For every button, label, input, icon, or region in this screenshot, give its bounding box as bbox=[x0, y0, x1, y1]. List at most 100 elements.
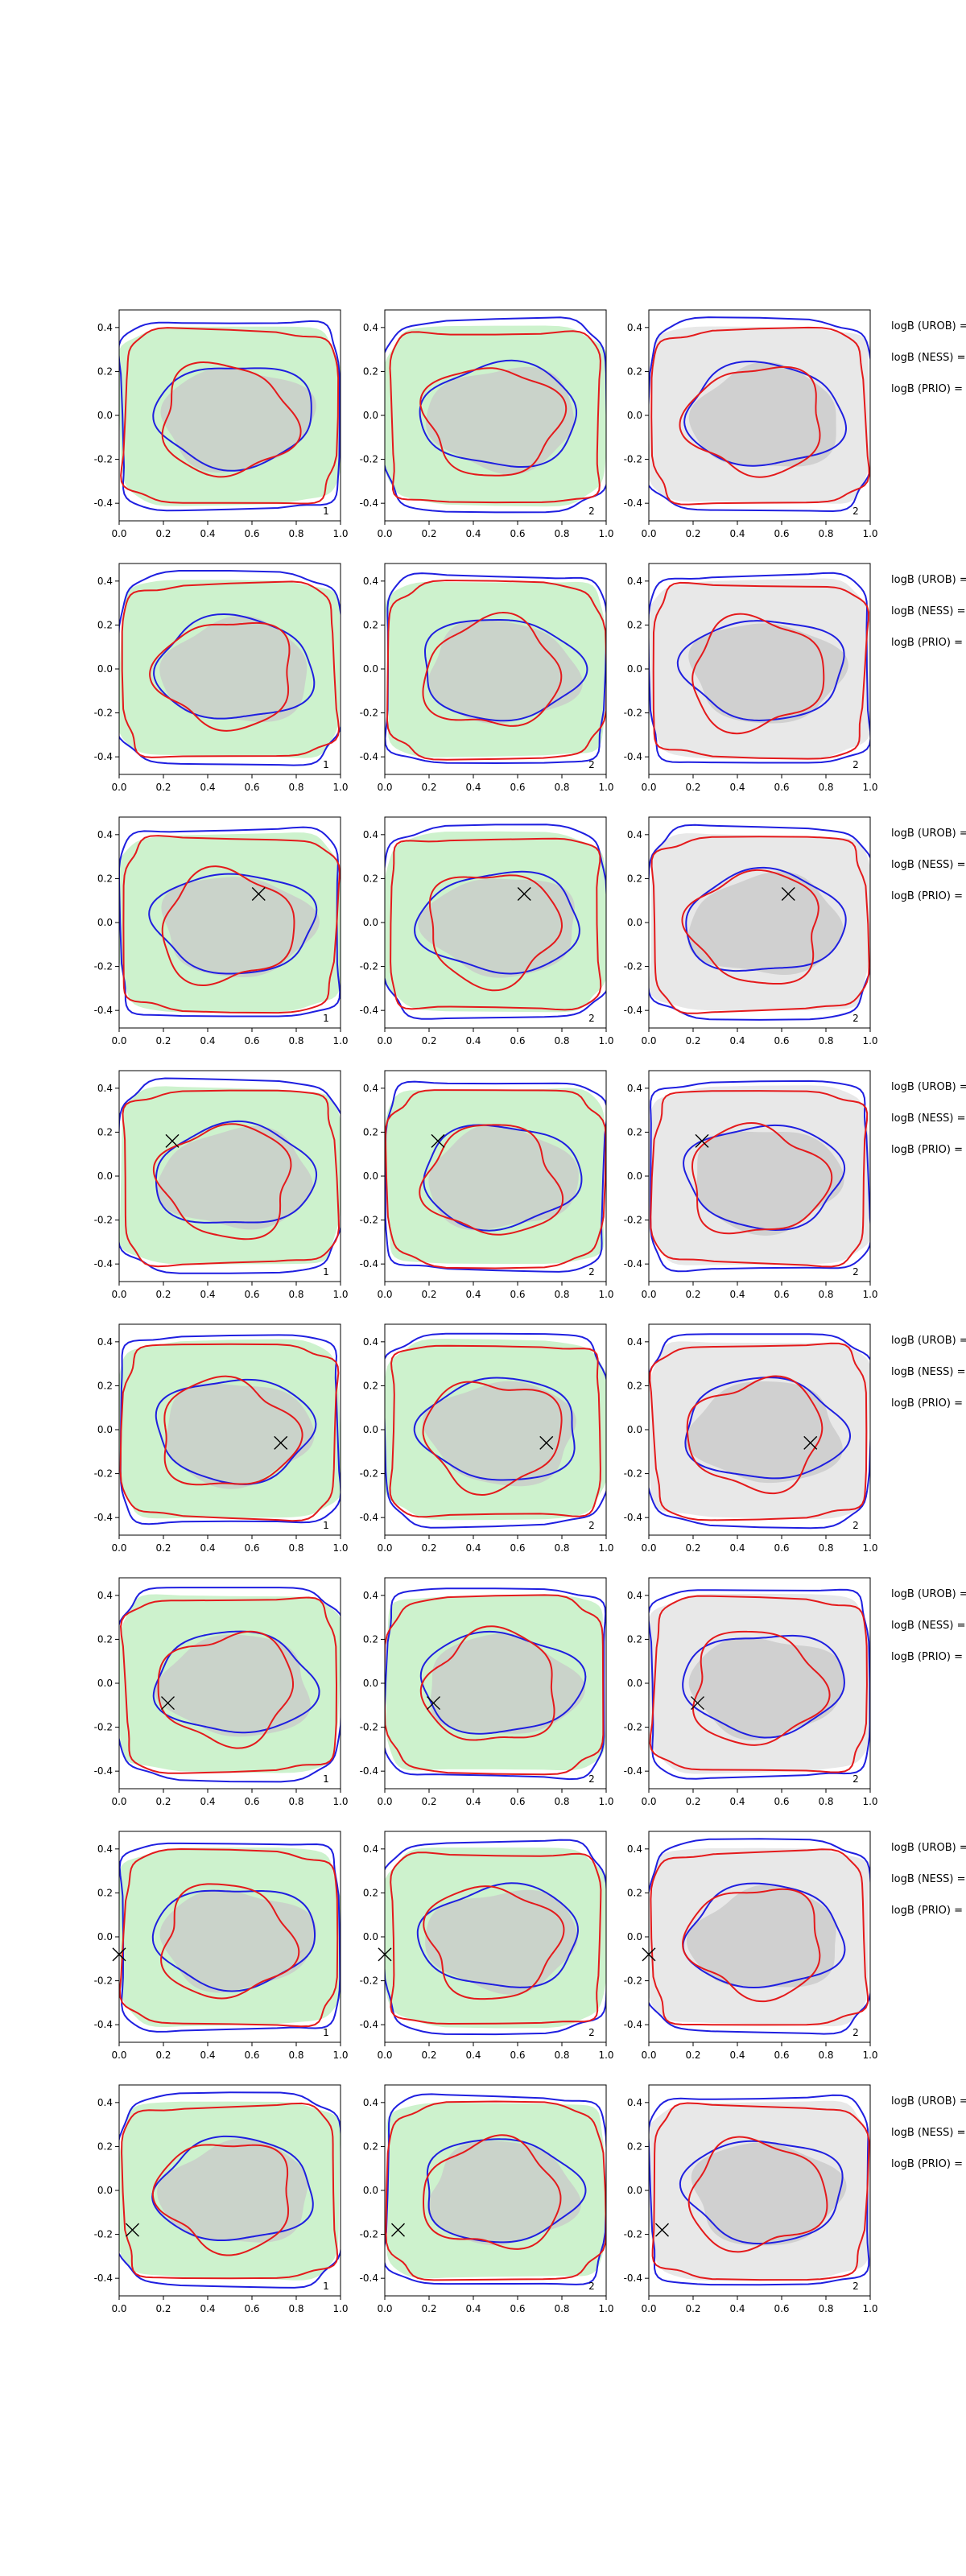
red-inner-contour bbox=[681, 869, 819, 985]
red-outer-contour bbox=[122, 1089, 341, 1268]
y-tick-label: 0.0 bbox=[363, 1678, 378, 1689]
panel-plot-area bbox=[119, 1842, 341, 2033]
panel-r6-c1: 0.0 0.2 0.4 0.6 0.8 1.0 0.4 0.2 0.0 -0.2 -0.4 1 bbox=[94, 1577, 349, 1807]
panel-index-label: 2 bbox=[588, 506, 595, 517]
blue-outer-contour bbox=[119, 826, 341, 1018]
blue-inner-contour bbox=[682, 1882, 846, 1989]
blue-outer-contour bbox=[119, 320, 341, 512]
x-tick-label: 0.0 bbox=[377, 528, 392, 539]
y-tick-label: -0.2 bbox=[624, 454, 642, 465]
y-tick-label: 0.0 bbox=[627, 1931, 642, 1942]
y-tick-label: 0.2 bbox=[363, 873, 378, 884]
blue-outer-contour bbox=[385, 1839, 606, 2036]
y-tick-label: 0.4 bbox=[627, 2097, 642, 2108]
panel-r3-c1: 0.0 0.2 0.4 0.6 0.8 1.0 0.4 0.2 0.0 -0.2 -0.4 1 bbox=[94, 816, 349, 1046]
red-inner-contour bbox=[691, 613, 825, 735]
blue-inner-contour bbox=[155, 1120, 318, 1224]
y-tick-label: 0.4 bbox=[363, 1590, 378, 1601]
red-inner-contour bbox=[163, 1375, 303, 1486]
x-tick-label: 0.6 bbox=[510, 1035, 525, 1046]
x-tick-label: 0.0 bbox=[377, 1542, 392, 1554]
red-outer-contour bbox=[390, 837, 602, 1011]
y-tick-label: 0.2 bbox=[627, 619, 642, 630]
y-tick-label: 0.2 bbox=[363, 619, 378, 630]
logB-label-2: logB (NESS) = bbox=[891, 1113, 965, 1125]
y-tick-label: 0.4 bbox=[627, 576, 642, 587]
y-tick-label: 0.4 bbox=[97, 1083, 113, 1094]
y-tick-label: -0.2 bbox=[360, 454, 378, 465]
panel-plot-area bbox=[649, 1838, 870, 2035]
red-inner-contour bbox=[422, 611, 563, 727]
red-outer-contour bbox=[650, 1848, 869, 2026]
blue-inner-contour bbox=[679, 2140, 844, 2245]
x-tick-label: 0.6 bbox=[244, 2050, 259, 2061]
y-tick-label: -0.4 bbox=[624, 1512, 642, 1523]
y-tick-label: 0.0 bbox=[363, 917, 378, 928]
x-tick-label: 0.0 bbox=[641, 1542, 656, 1554]
blue-inner-contour bbox=[685, 866, 847, 972]
y-tick-label: -0.2 bbox=[94, 454, 113, 465]
y-tick-label: 0.4 bbox=[97, 1336, 113, 1348]
panel-index-label: 1 bbox=[323, 1266, 329, 1278]
x-tick-label: 0.0 bbox=[111, 2050, 126, 2061]
y-tick-label: 0.0 bbox=[363, 1931, 378, 1942]
x-tick-label: 0.2 bbox=[421, 782, 436, 793]
panel-r3-c2: 0.0 0.2 0.4 0.6 0.8 1.0 0.4 0.2 0.0 -0.2 -0.4 2 bbox=[360, 816, 614, 1046]
x-tick-label: 0.2 bbox=[155, 1796, 171, 1807]
y-tick-label: 0.4 bbox=[627, 1336, 642, 1348]
x-tick-label: 0.6 bbox=[774, 2303, 789, 2314]
x-tick-label: 0.0 bbox=[377, 1796, 392, 1807]
x-tick-label: 0.8 bbox=[288, 1035, 303, 1046]
red-outer-contour bbox=[650, 836, 870, 1014]
panel-r3-c3: 0.0 0.2 0.4 0.6 0.8 1.0 0.4 0.2 0.0 -0.2 -0.4 2 bbox=[624, 816, 878, 1046]
panel-plot-area bbox=[119, 1077, 341, 1274]
logB-label-1: logB (UROB) = bbox=[891, 1081, 966, 1093]
panel-index-label: 2 bbox=[588, 2027, 595, 2038]
panel-index-label: 2 bbox=[588, 2281, 595, 2292]
blue-outer-contour bbox=[385, 1080, 606, 1273]
x-tick-label: 1.0 bbox=[862, 2050, 877, 2061]
logB-label-1: logB (UROB) = bbox=[891, 828, 966, 840]
red-outer-contour bbox=[650, 1090, 869, 1268]
panel-r4-c1: 0.0 0.2 0.4 0.6 0.8 1.0 0.4 0.2 0.0 -0.2 -0.4 1 bbox=[94, 1070, 349, 1300]
blue-inner-contour bbox=[683, 361, 848, 467]
x-tick-label: 0.8 bbox=[818, 1796, 833, 1807]
red-inner-contour bbox=[691, 1630, 831, 1746]
x-tick-label: 0.0 bbox=[111, 1542, 126, 1554]
x-tick-label: 0.6 bbox=[510, 2303, 525, 2314]
red-outer-contour bbox=[119, 1596, 338, 1774]
red-inner-contour bbox=[419, 367, 568, 477]
x-tick-label: 0.0 bbox=[641, 1289, 656, 1300]
blue-outer-contour bbox=[649, 1080, 870, 1273]
panel-index-label: 1 bbox=[323, 1520, 329, 1531]
x-tick-label: 0.2 bbox=[421, 1035, 436, 1046]
x-tick-label: 0.4 bbox=[729, 1542, 745, 1554]
x-tick-label: 0.6 bbox=[774, 2050, 789, 2061]
x-tick-label: 0.6 bbox=[510, 1289, 525, 1300]
panel-r4-c3: 0.0 0.2 0.4 0.6 0.8 1.0 0.4 0.2 0.0 -0.2 -0.4 2 bbox=[624, 1070, 878, 1300]
inner-density-fill bbox=[427, 618, 583, 724]
y-tick-label: -0.4 bbox=[624, 1765, 642, 1777]
red-inner-contour bbox=[687, 2136, 828, 2253]
marker-x-icon bbox=[274, 1435, 288, 1450]
panel-index-label: 2 bbox=[588, 1520, 595, 1531]
x-tick-label: 0.0 bbox=[641, 2303, 656, 2314]
y-tick-label: 0.0 bbox=[363, 1424, 378, 1435]
y-tick-label: -0.4 bbox=[624, 2273, 642, 2284]
panel-index-label: 2 bbox=[588, 1266, 595, 1278]
x-tick-label: 0.8 bbox=[288, 2050, 303, 2061]
y-tick-label: 0.0 bbox=[97, 2185, 113, 2196]
x-tick-label: 0.6 bbox=[510, 1542, 525, 1554]
x-tick-label: 0.4 bbox=[465, 782, 481, 793]
marker-x-icon bbox=[251, 887, 266, 902]
x-tick-label: 0.4 bbox=[200, 1542, 215, 1554]
red-inner-contour bbox=[679, 365, 821, 478]
y-tick-label: 0.0 bbox=[97, 1170, 113, 1182]
x-tick-label: 0.8 bbox=[554, 2303, 569, 2314]
logB-label-2: logB (NESS) = bbox=[891, 859, 965, 871]
x-tick-label: 0.4 bbox=[465, 1035, 481, 1046]
y-tick-label: -0.2 bbox=[360, 708, 378, 719]
y-tick-label: 0.2 bbox=[97, 873, 113, 884]
x-tick-label: 0.4 bbox=[729, 528, 745, 539]
x-tick-label: 0.6 bbox=[510, 528, 525, 539]
